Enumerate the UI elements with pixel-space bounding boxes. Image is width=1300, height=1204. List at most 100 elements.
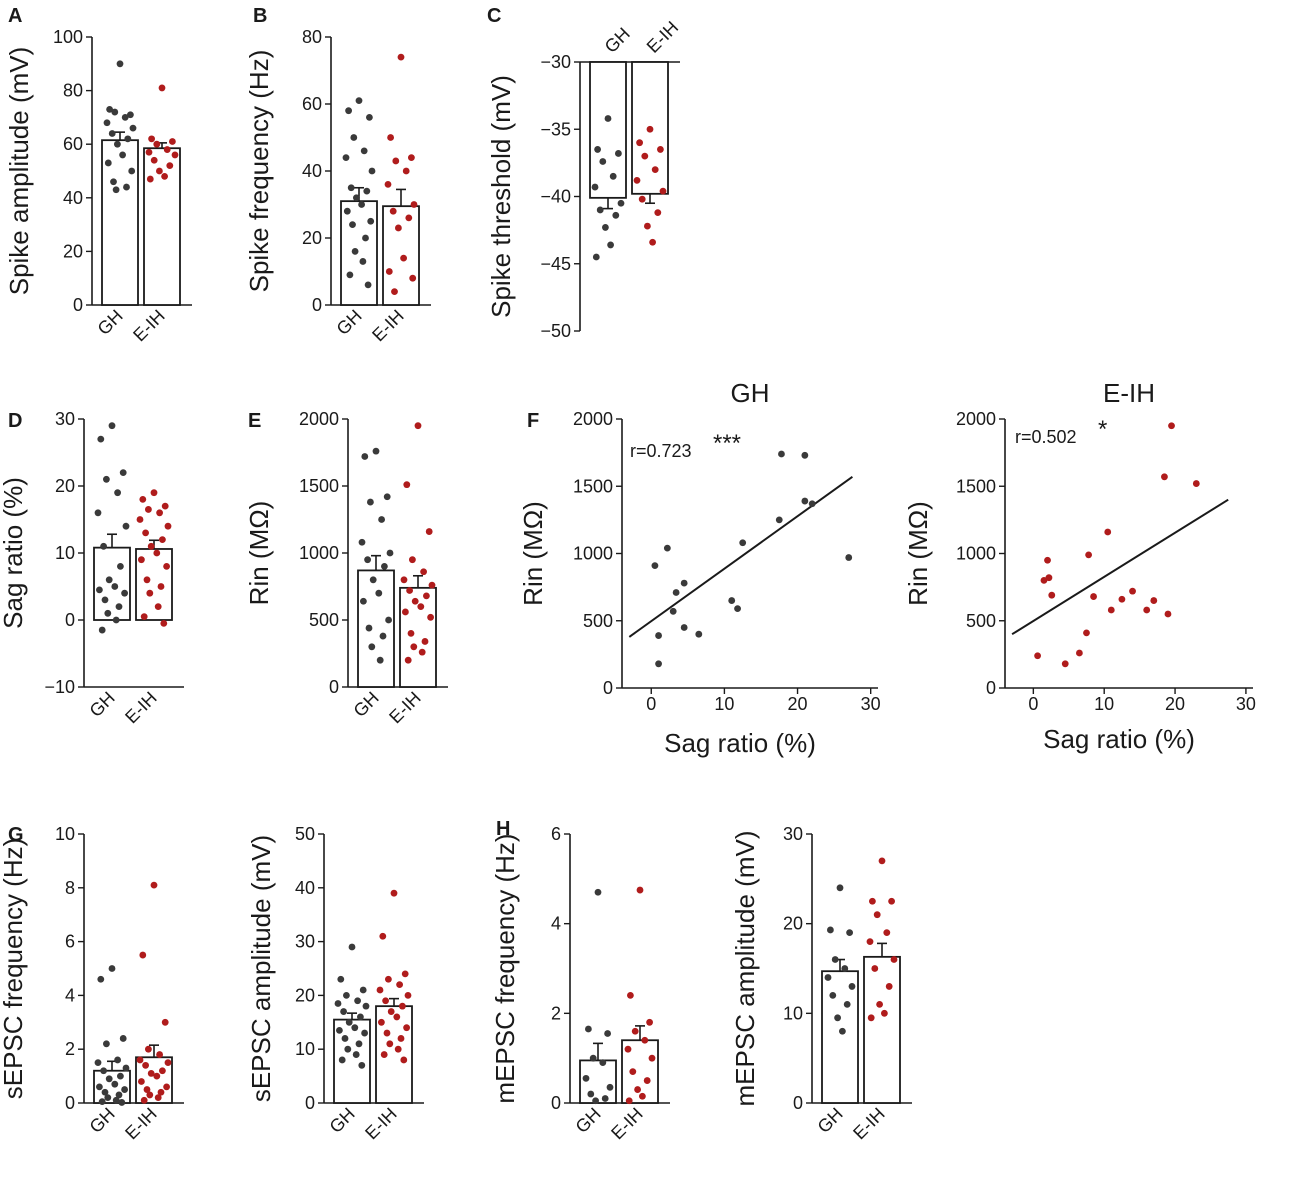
x-tick-label: GH	[572, 1104, 605, 1137]
bar-e-ih	[382, 205, 420, 306]
data-point-gh	[334, 1000, 342, 1007]
y-tick-label: 0	[73, 295, 83, 315]
y-tick-label: 40	[302, 161, 322, 181]
data-point-e-ih	[873, 911, 881, 919]
data-point-gh	[362, 234, 369, 242]
data-point	[808, 500, 816, 508]
y-axis-label: Spike amplitude (mV)	[4, 47, 34, 296]
data-point	[651, 562, 659, 570]
y-tick-label: 80	[302, 27, 322, 47]
data-point-gh	[368, 643, 376, 651]
data-point-e-ih	[417, 603, 425, 610]
data-point-gh	[363, 187, 371, 195]
data-point-e-ih	[402, 608, 409, 616]
data-point-gh	[345, 1018, 353, 1026]
data-point	[1143, 606, 1151, 614]
data-point-e-ih	[423, 592, 430, 600]
data-point	[1168, 422, 1175, 430]
data-point-gh	[350, 134, 358, 141]
data-point-gh	[359, 258, 367, 265]
data-point-e-ih	[163, 146, 171, 153]
x-tick-label: GH	[326, 1104, 359, 1137]
data-point-gh	[846, 929, 853, 937]
y-axis-label: Rin (MΩ)	[518, 501, 548, 606]
data-point-gh	[599, 158, 607, 165]
data-point-e-ih	[146, 1091, 154, 1099]
data-point-e-ih	[140, 613, 148, 621]
data-point-gh	[103, 475, 110, 483]
data-point-gh	[839, 1027, 846, 1035]
data-point-gh	[369, 576, 377, 584]
panel-label-g: G	[8, 824, 24, 846]
panel-label-h: H	[496, 818, 510, 840]
y-tick-label: 0	[551, 1093, 561, 1113]
data-point-e-ih	[869, 897, 876, 905]
data-point-e-ih	[636, 139, 643, 147]
data-point-gh	[119, 469, 127, 476]
data-point-e-ih	[157, 583, 165, 590]
data-point-gh	[340, 1008, 347, 1015]
data-point-gh	[594, 146, 601, 153]
data-point-e-ih	[657, 146, 664, 153]
data-point-e-ih	[161, 172, 169, 180]
data-point-e-ih	[395, 224, 402, 232]
y-tick-label: 1000	[299, 543, 339, 563]
chart-mepsc-frequency: 0 2 4 6 mEPSC frequency (Hz) GH E-IH	[490, 824, 670, 1143]
data-point-gh	[609, 172, 617, 180]
data-point-e-ih	[414, 422, 422, 430]
data-point-gh	[129, 124, 137, 132]
y-tick-label: 20	[302, 228, 322, 248]
data-point-gh	[94, 509, 102, 517]
data-point-e-ih	[654, 209, 662, 217]
data-point-gh	[365, 624, 373, 632]
data-point-gh	[355, 1040, 363, 1048]
data-point-gh	[96, 586, 103, 594]
data-point-e-ih	[147, 542, 155, 550]
data-point-gh	[103, 1040, 110, 1048]
y-tick-label: 4	[551, 914, 561, 934]
y-tick-label: 60	[302, 94, 322, 114]
data-point-gh	[615, 150, 622, 157]
data-point-gh	[341, 1035, 349, 1042]
x-tick-label: 10	[1094, 694, 1114, 714]
y-tick-label: 0	[312, 295, 322, 315]
y-tick-label: 8	[65, 878, 75, 898]
data-point-gh	[599, 1059, 607, 1067]
data-point-gh	[104, 1094, 112, 1102]
data-point-gh	[366, 114, 373, 121]
y-axis-label: Rin (MΩ)	[244, 501, 274, 606]
data-point-gh	[122, 1064, 130, 1072]
data-point-gh	[343, 992, 350, 999]
panel-label-a: A	[8, 5, 22, 27]
data-point	[1104, 528, 1112, 536]
data-point-gh	[119, 1035, 127, 1042]
bar-gh	[93, 546, 131, 621]
data-point-gh	[836, 884, 844, 892]
y-tick-label: 6	[551, 824, 561, 844]
data-point-gh	[824, 974, 832, 981]
data-point-e-ih	[400, 1056, 408, 1064]
chart-scatter-gh: 0 500 1000 1500 2000 0 10 20 30 GH Sag ratio (%) Ri…	[518, 378, 881, 758]
data-point-e-ih	[163, 1083, 171, 1091]
data-point-gh	[359, 986, 367, 994]
data-point-e-ih	[387, 1008, 395, 1015]
y-tick-label: 0	[986, 678, 996, 698]
data-point-gh	[386, 549, 394, 557]
data-point-gh	[104, 609, 112, 617]
data-point-gh	[110, 178, 117, 186]
data-point-e-ih	[153, 140, 161, 148]
data-point-gh	[344, 1045, 352, 1053]
data-point-gh	[347, 184, 355, 192]
data-point-gh	[105, 576, 113, 584]
x-tick-label: 20	[788, 694, 808, 714]
data-point	[1061, 660, 1069, 668]
y-tick-label: 50	[295, 824, 315, 844]
data-point-e-ih	[139, 951, 147, 959]
data-point-e-ih	[394, 1045, 402, 1053]
data-point-e-ih	[641, 1036, 649, 1044]
data-point-gh	[111, 108, 119, 116]
data-point-gh	[354, 997, 361, 1005]
x-tick-label: E-IH	[643, 17, 683, 57]
correlation-annotation: r=0.723	[630, 441, 692, 461]
data-point-e-ih	[136, 516, 144, 523]
